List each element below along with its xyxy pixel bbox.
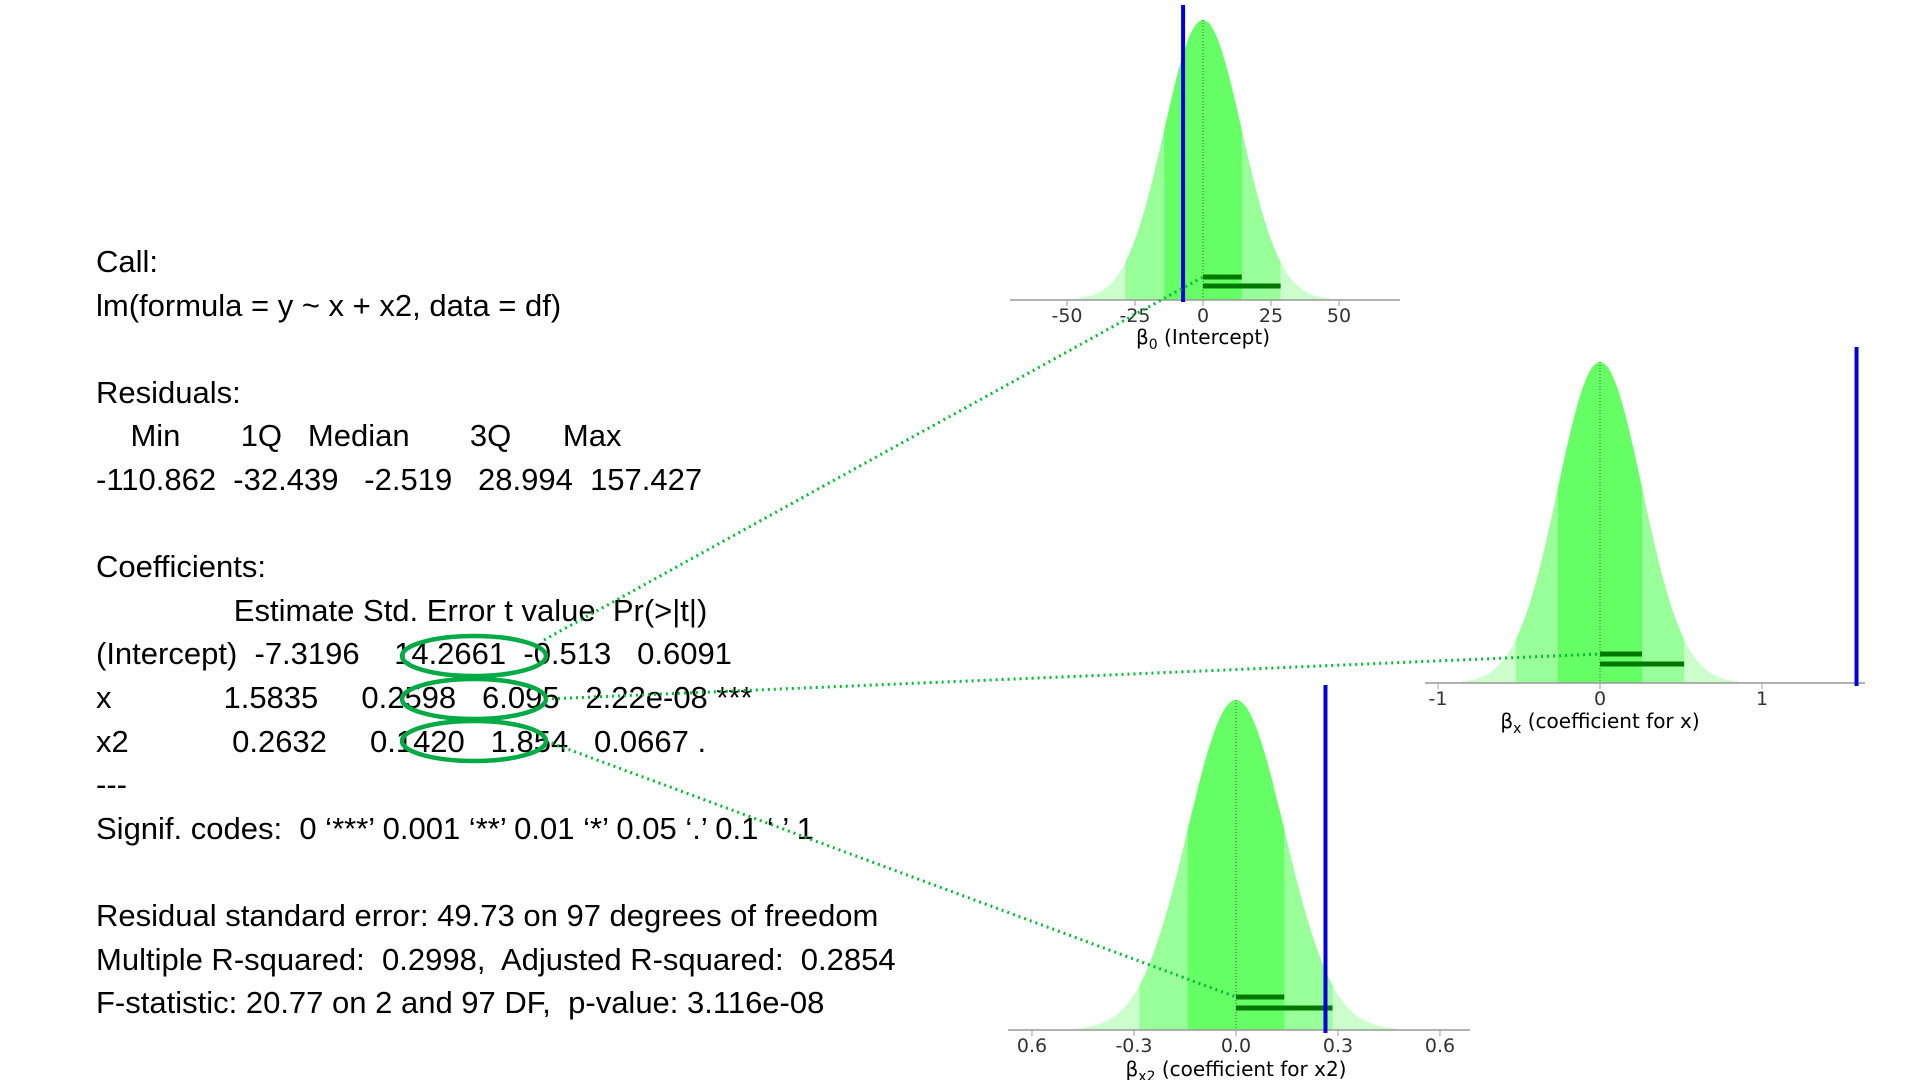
coef-row-x: x 1.5835 0.2598 6.095 2.22e-08 *** bbox=[96, 679, 753, 715]
connector-dotted-line bbox=[545, 652, 1601, 701]
tick-label: 0.3 bbox=[1323, 1035, 1353, 1057]
highlight-circle-intercept-se bbox=[399, 633, 549, 679]
residuals-header: Min 1Q Median 3Q Max bbox=[96, 418, 622, 454]
r-regression-output: Call: lm(formula = y ~ x + x2, data = df… bbox=[96, 240, 896, 1025]
density-band-1se bbox=[1557, 362, 1643, 683]
tick-label: 25 bbox=[1259, 305, 1283, 327]
tick-label: 0.6 bbox=[1425, 1035, 1455, 1057]
residual-standard-error: Residual standard error: 49.73 on 97 deg… bbox=[96, 897, 879, 933]
r-squared: Multiple R-squared: 0.2998, Adjusted R-s… bbox=[96, 941, 896, 977]
x-axis-label: β0 (Intercept) bbox=[1136, 325, 1270, 353]
chart-panel-x2: 0.6 -0.3 0.0 0.3 0.6 βx2 (coefficient for x2) bbox=[1008, 685, 1470, 1080]
x-axis-label: βx2 (coefficient for x2) bbox=[1126, 1057, 1347, 1080]
coef-row-intercept: (Intercept) -7.3196 14.2661 -0.513 0.609… bbox=[96, 636, 732, 672]
tick-label: 0.0 bbox=[1221, 1035, 1251, 1057]
connector-dotted-line bbox=[545, 739, 1237, 999]
tick-label: -0.3 bbox=[1115, 1035, 1152, 1057]
connector-dotted-line bbox=[543, 275, 1204, 642]
highlight-circle-x-se bbox=[399, 676, 549, 722]
signif-codes: Signif. codes: 0 ‘***’ 0.001 ‘**’ 0.01 ‘… bbox=[96, 810, 815, 846]
tick-label: 0 bbox=[1594, 688, 1606, 710]
tick-label: -1 bbox=[1429, 688, 1448, 710]
x-axis-label: βx (coefficient for x) bbox=[1500, 709, 1699, 737]
tick-label: 0.6 bbox=[1017, 1035, 1047, 1057]
f-statistic: F-statistic: 20.77 on 2 and 97 DF, p-val… bbox=[96, 985, 825, 1021]
tick-label: -50 bbox=[1051, 305, 1082, 327]
tick-label: 0 bbox=[1197, 305, 1209, 327]
residuals-values: -110.862 -32.439 -2.519 28.994 157.427 bbox=[96, 461, 703, 497]
chart-panel-intercept: -50-2502550β0 (Intercept) bbox=[1010, 5, 1400, 353]
residuals-heading: Residuals: bbox=[96, 374, 241, 410]
separator: --- bbox=[96, 767, 127, 803]
coefficients-heading: Coefficients: bbox=[96, 549, 267, 585]
tick-label: 1 bbox=[1756, 688, 1768, 710]
call-heading: Call: bbox=[96, 244, 159, 279]
coefficients-header: Estimate Std. Error t value Pr(>|t|) bbox=[96, 592, 708, 628]
chart-panel-x: -1 0 1 βx (coefficient for x) bbox=[1425, 347, 1865, 737]
call-formula: lm(formula = y ~ x + x2, data = df) bbox=[96, 287, 562, 323]
highlight-circle-x2-se bbox=[399, 718, 549, 764]
tick-label: 50 bbox=[1327, 305, 1351, 327]
